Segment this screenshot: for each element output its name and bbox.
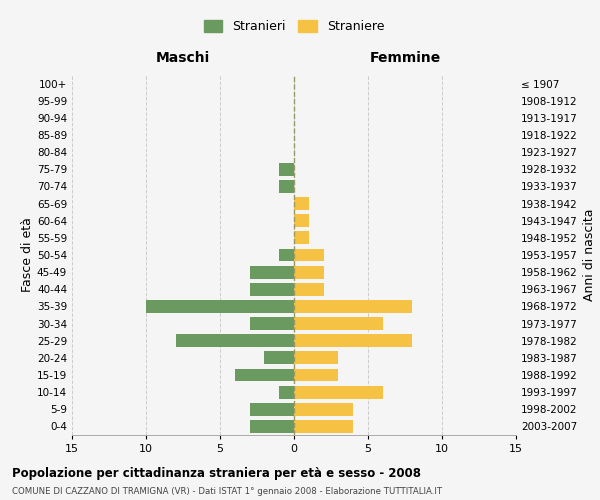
Bar [294, 232, 309, 244]
Text: Popolazione per cittadinanza straniera per età e sesso - 2008: Popolazione per cittadinanza straniera p… [12, 468, 421, 480]
Bar [294, 386, 383, 398]
Text: COMUNE DI CAZZANO DI TRAMIGNA (VR) - Dati ISTAT 1° gennaio 2008 - Elaborazione T: COMUNE DI CAZZANO DI TRAMIGNA (VR) - Dat… [12, 487, 442, 496]
Bar [294, 403, 353, 415]
Bar [279, 163, 294, 175]
Bar [294, 368, 338, 382]
Bar [294, 300, 412, 313]
Bar [235, 368, 294, 382]
Y-axis label: Anni di nascita: Anni di nascita [583, 209, 596, 301]
Bar [250, 283, 294, 296]
Bar [265, 352, 294, 364]
Bar [294, 352, 338, 364]
Bar [250, 420, 294, 433]
Bar [294, 334, 412, 347]
Bar [279, 386, 294, 398]
Bar [294, 197, 309, 210]
Bar [250, 266, 294, 278]
Text: Maschi: Maschi [156, 50, 210, 64]
Y-axis label: Fasce di età: Fasce di età [21, 218, 34, 292]
Bar [146, 300, 294, 313]
Legend: Stranieri, Straniere: Stranieri, Straniere [200, 16, 388, 37]
Bar [279, 248, 294, 262]
Bar [294, 266, 323, 278]
Bar [279, 180, 294, 193]
Bar [250, 317, 294, 330]
Bar [294, 248, 323, 262]
Bar [294, 214, 309, 227]
Bar [294, 283, 323, 296]
Bar [294, 420, 353, 433]
Bar [176, 334, 294, 347]
Text: Femmine: Femmine [370, 50, 440, 64]
Bar [250, 403, 294, 415]
Bar [294, 317, 383, 330]
